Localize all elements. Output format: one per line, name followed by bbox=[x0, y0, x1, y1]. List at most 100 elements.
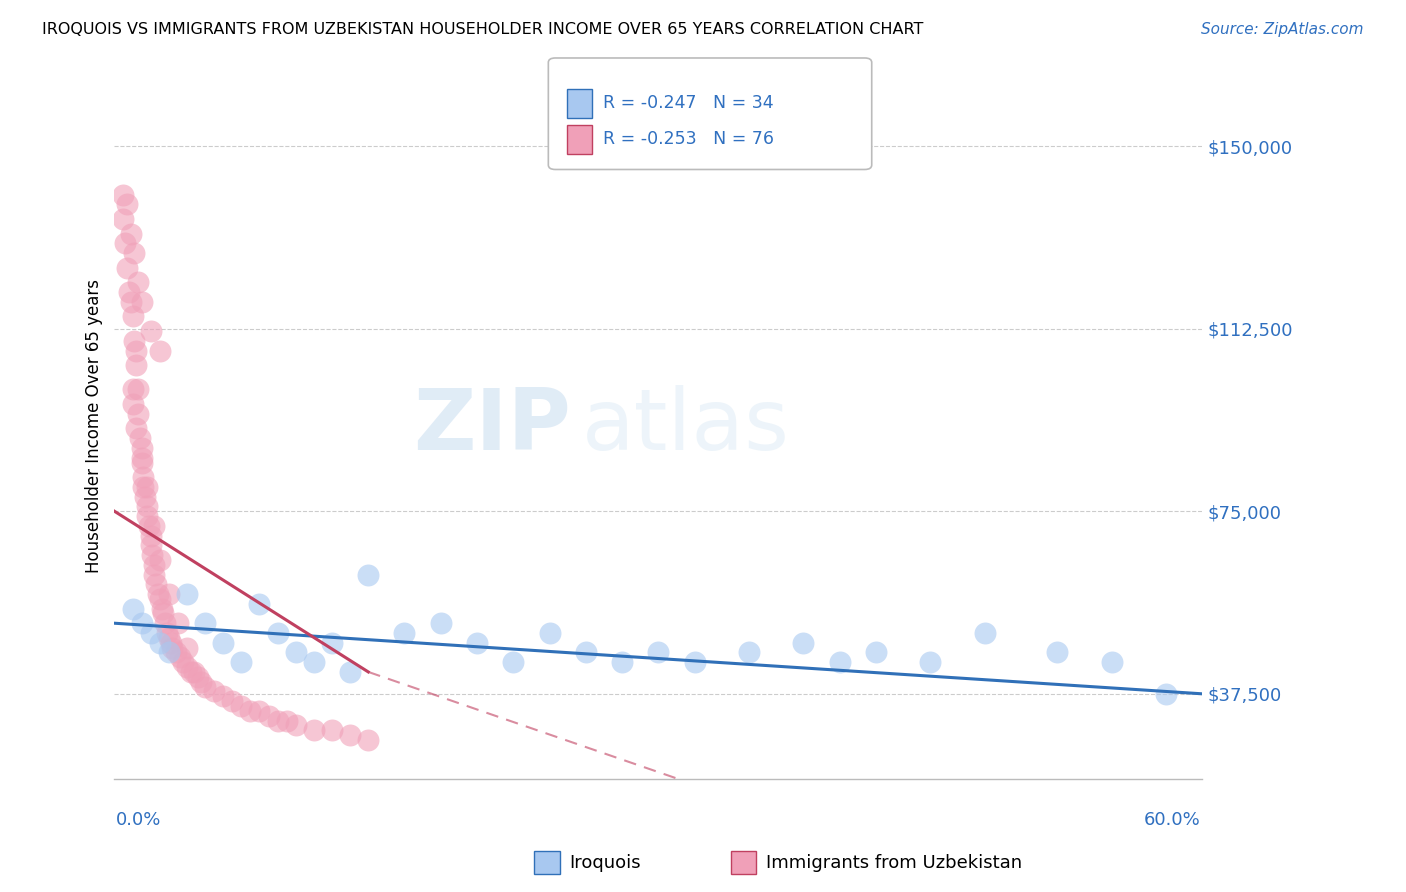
Point bbox=[647, 645, 669, 659]
Point bbox=[190, 674, 212, 689]
Point bbox=[257, 708, 280, 723]
Point bbox=[1046, 645, 1069, 659]
Point bbox=[920, 655, 942, 669]
Text: Source: ZipAtlas.com: Source: ZipAtlas.com bbox=[1201, 22, 1364, 37]
Point bbox=[149, 343, 172, 358]
Point bbox=[115, 197, 138, 211]
Point bbox=[156, 626, 179, 640]
Point bbox=[150, 601, 173, 615]
Point bbox=[249, 597, 271, 611]
Point bbox=[115, 260, 138, 275]
Point bbox=[157, 631, 180, 645]
Point bbox=[194, 616, 217, 631]
Text: R = -0.253   N = 76: R = -0.253 N = 76 bbox=[603, 130, 775, 148]
Point bbox=[176, 587, 198, 601]
Point bbox=[865, 645, 887, 659]
Point bbox=[187, 670, 209, 684]
Point bbox=[136, 500, 159, 514]
Point bbox=[394, 626, 416, 640]
Point bbox=[1154, 687, 1177, 701]
Point bbox=[212, 636, 235, 650]
Point bbox=[127, 383, 149, 397]
Point bbox=[121, 310, 143, 324]
Point bbox=[149, 591, 172, 606]
Point bbox=[121, 601, 143, 615]
Point bbox=[339, 665, 361, 679]
Point bbox=[157, 587, 180, 601]
Text: R = -0.247   N = 34: R = -0.247 N = 34 bbox=[603, 95, 773, 112]
Point bbox=[202, 684, 225, 698]
Point bbox=[145, 577, 167, 591]
Point bbox=[143, 558, 166, 572]
Point bbox=[194, 680, 217, 694]
Point bbox=[124, 246, 146, 260]
Point bbox=[143, 518, 166, 533]
Point bbox=[138, 518, 160, 533]
Point bbox=[124, 334, 146, 348]
Point bbox=[212, 690, 235, 704]
Point bbox=[683, 655, 706, 669]
Point bbox=[180, 665, 202, 679]
Point bbox=[266, 714, 288, 728]
Point bbox=[357, 733, 380, 747]
Point bbox=[149, 553, 172, 567]
Point bbox=[167, 616, 190, 631]
Point bbox=[792, 636, 814, 650]
Point bbox=[162, 640, 184, 655]
Point bbox=[538, 626, 561, 640]
Point bbox=[339, 728, 361, 742]
Point bbox=[176, 660, 198, 674]
Text: atlas: atlas bbox=[582, 384, 790, 467]
Text: Immigrants from Uzbekistan: Immigrants from Uzbekistan bbox=[766, 854, 1022, 871]
Point bbox=[114, 236, 136, 251]
Point bbox=[131, 294, 153, 309]
Point bbox=[276, 714, 298, 728]
Point bbox=[112, 212, 135, 227]
Point bbox=[502, 655, 524, 669]
Point bbox=[610, 655, 633, 669]
Point bbox=[828, 655, 851, 669]
Point bbox=[231, 655, 253, 669]
Point bbox=[121, 383, 143, 397]
Point bbox=[143, 567, 166, 582]
Point bbox=[266, 626, 288, 640]
Point bbox=[136, 509, 159, 524]
Point bbox=[136, 480, 159, 494]
Text: ZIP: ZIP bbox=[413, 384, 571, 467]
Point bbox=[125, 421, 148, 435]
Point bbox=[131, 450, 153, 465]
Point bbox=[120, 227, 142, 241]
Point bbox=[131, 441, 153, 455]
Point bbox=[176, 640, 198, 655]
Point bbox=[139, 528, 162, 542]
Point bbox=[302, 723, 325, 738]
Y-axis label: Householder Income Over 65 years: Householder Income Over 65 years bbox=[86, 279, 103, 573]
Point bbox=[131, 456, 153, 470]
Text: 0.0%: 0.0% bbox=[117, 811, 162, 829]
Point bbox=[152, 607, 174, 621]
Point bbox=[465, 636, 488, 650]
Point bbox=[302, 655, 325, 669]
Point bbox=[125, 343, 148, 358]
Point bbox=[131, 616, 153, 631]
Point bbox=[239, 704, 262, 718]
Point bbox=[429, 616, 451, 631]
Point bbox=[284, 645, 307, 659]
Point bbox=[159, 636, 181, 650]
Point bbox=[128, 431, 150, 445]
Point bbox=[132, 470, 155, 484]
Point bbox=[139, 324, 162, 338]
Point bbox=[321, 636, 343, 650]
Point bbox=[121, 397, 143, 411]
Point bbox=[146, 587, 169, 601]
Point bbox=[165, 645, 187, 659]
Point bbox=[357, 567, 380, 582]
Text: IROQUOIS VS IMMIGRANTS FROM UZBEKISTAN HOUSEHOLDER INCOME OVER 65 YEARS CORRELAT: IROQUOIS VS IMMIGRANTS FROM UZBEKISTAN H… bbox=[42, 22, 924, 37]
Point bbox=[221, 694, 243, 708]
Point bbox=[231, 698, 253, 713]
Point bbox=[249, 704, 271, 718]
Point bbox=[157, 645, 180, 659]
Point bbox=[172, 655, 194, 669]
Point bbox=[127, 407, 149, 421]
Point bbox=[139, 538, 162, 552]
